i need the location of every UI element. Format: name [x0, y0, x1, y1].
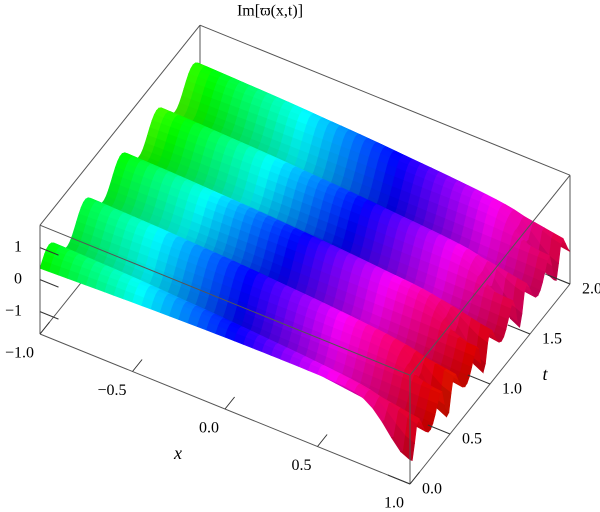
t-tick-label: 0.5	[462, 431, 482, 448]
x-tick-label: 1.0	[384, 495, 404, 512]
t-tick-label: 0.0	[422, 481, 442, 498]
box-edge	[199, 24, 571, 176]
x-tick-label: 0.5	[292, 457, 312, 474]
t-axis-label: t	[542, 364, 548, 384]
x-tick	[132, 359, 143, 372]
x-tick	[224, 396, 235, 410]
z-tick	[39, 279, 59, 288]
t-tick	[547, 274, 571, 285]
box-edge	[39, 24, 201, 226]
chart-title: Im[ϖ(x,t)]	[237, 3, 303, 20]
z-tick-label: 1	[14, 238, 22, 255]
z-tick-label: −1	[5, 302, 22, 319]
x-tick-label: −1.0	[5, 345, 34, 362]
x-axis-label: x	[173, 443, 182, 463]
t-tick	[467, 374, 491, 385]
x-tick	[409, 471, 420, 485]
t-tick-label: 1.5	[542, 331, 562, 348]
t-tick-label: 2.0	[582, 281, 600, 298]
t-tick	[427, 424, 451, 435]
x-tick-label: 0.0	[199, 420, 219, 437]
z-tick-label: 0	[14, 270, 22, 287]
x-tick	[317, 434, 328, 447]
x-tick-label: −0.5	[97, 382, 126, 399]
x-tick	[39, 321, 50, 335]
t-tick	[387, 474, 411, 485]
z-tick	[39, 311, 59, 320]
t-tick-label: 1.0	[502, 381, 522, 398]
